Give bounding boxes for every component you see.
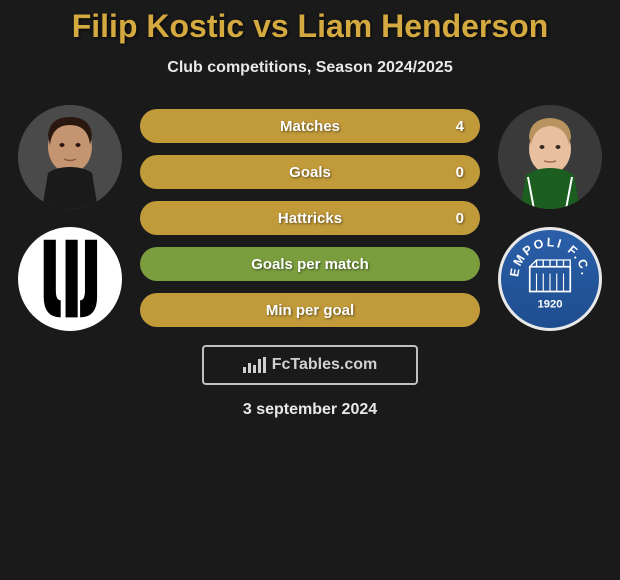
stat-row: Matches4 xyxy=(140,109,480,143)
stat-label: Matches xyxy=(156,118,464,135)
stat-value: 0 xyxy=(456,210,464,227)
stat-row: Goals per match xyxy=(140,247,480,281)
svg-text:EMPOLI F.C.: EMPOLI F.C. xyxy=(507,235,592,278)
club-logo-right: EMPOLI F.C. 1920 xyxy=(498,227,602,331)
avatar-icon xyxy=(18,105,122,209)
empoli-logo-icon: EMPOLI F.C. 1920 xyxy=(505,233,595,325)
right-column: EMPOLI F.C. 1920 xyxy=(498,105,602,331)
stat-label: Hattricks xyxy=(156,210,464,227)
player-photo-left xyxy=(18,105,122,209)
avatar-icon xyxy=(498,105,602,209)
juventus-logo-icon xyxy=(34,230,107,327)
watermark-badge: FcTables.com xyxy=(202,345,418,385)
club-logo-left xyxy=(18,227,122,331)
date-text: 3 september 2024 xyxy=(0,401,620,419)
chart-bars-icon xyxy=(243,357,266,373)
comparison-subtitle: Club competitions, Season 2024/2025 xyxy=(0,59,620,77)
stat-value: 0 xyxy=(456,164,464,181)
stat-row: Hattricks0 xyxy=(140,201,480,235)
stat-label: Min per goal xyxy=(156,302,464,319)
stat-label: Goals xyxy=(156,164,464,181)
watermark-text: FcTables.com xyxy=(272,356,378,374)
player-photo-right xyxy=(498,105,602,209)
stat-label: Goals per match xyxy=(156,256,464,273)
comparison-title: Filip Kostic vs Liam Henderson xyxy=(0,8,620,45)
stats-column: Matches4Goals0Hattricks0Goals per matchM… xyxy=(140,105,480,327)
stat-row: Min per goal xyxy=(140,293,480,327)
stat-row: Goals0 xyxy=(140,155,480,189)
comparison-content: Matches4Goals0Hattricks0Goals per matchM… xyxy=(0,105,620,331)
left-column xyxy=(18,105,122,331)
svg-text:1920: 1920 xyxy=(537,298,562,310)
stat-value: 4 xyxy=(456,118,464,135)
